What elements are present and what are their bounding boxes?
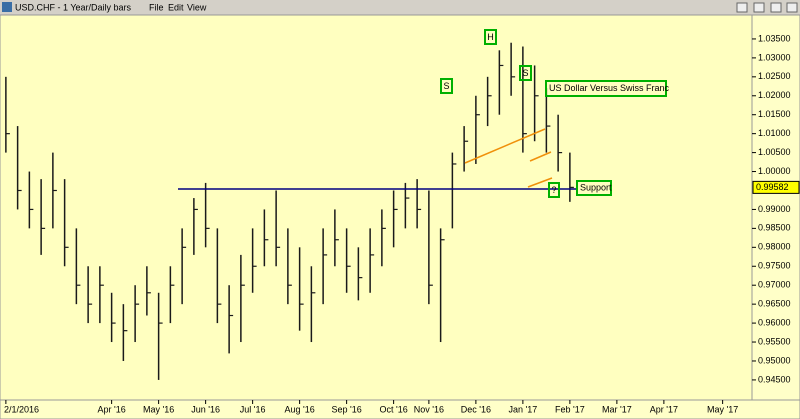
maximize-button[interactable] <box>770 2 782 13</box>
close-button[interactable] <box>786 2 798 13</box>
y-tick-label: 0.98000 <box>758 242 791 252</box>
time-axis <box>0 399 800 419</box>
y-tick-label: 0.94500 <box>758 374 791 384</box>
plot-area <box>0 14 753 401</box>
y-tick-label: 0.96500 <box>758 299 791 309</box>
price-axis <box>751 14 800 401</box>
window-icon <box>2 2 12 12</box>
y-tick-label: 1.00500 <box>758 147 791 157</box>
y-tick-label: 0.95500 <box>758 336 791 346</box>
annotation-box <box>440 78 453 94</box>
annotation: S <box>443 81 449 91</box>
annotation: US Dollar Versus Swiss Franc <box>549 83 670 93</box>
annotation-box <box>519 65 532 81</box>
y-tick-label: 0.97000 <box>758 280 791 290</box>
x-tick-label: Mar '17 <box>602 404 632 414</box>
y-tick-label: 0.96000 <box>758 317 791 327</box>
x-tick-label: Jun '16 <box>191 404 220 414</box>
settings-button[interactable] <box>736 2 748 13</box>
y-tick-label: 0.98500 <box>758 223 791 233</box>
y-tick-label: 1.01500 <box>758 109 791 119</box>
annotation-box <box>484 29 497 45</box>
y-tick-label: 0.99000 <box>758 204 791 214</box>
annotation: H <box>487 32 494 42</box>
annotation-box <box>576 180 612 196</box>
x-tick-label: Jan '17 <box>509 404 538 414</box>
menu-item[interactable]: Edit <box>168 2 184 12</box>
y-tick-label: 1.03000 <box>758 52 791 62</box>
annotation: S <box>522 68 528 78</box>
x-tick-label: May '17 <box>707 404 738 414</box>
x-tick-label: Dec '16 <box>461 404 491 414</box>
annotation-box <box>548 182 560 198</box>
neckline <box>464 128 546 164</box>
annotation: Support <box>580 182 612 192</box>
annotation: ? <box>551 185 556 195</box>
menu-item[interactable]: File <box>149 2 164 12</box>
y-tick-label: 1.03500 <box>758 33 791 43</box>
title-bar <box>0 0 800 15</box>
y-tick-label: 1.02500 <box>758 71 791 81</box>
last-price-box <box>752 180 800 194</box>
x-tick-label: Feb '17 <box>555 404 585 414</box>
y-tick-label: 0.95000 <box>758 355 791 365</box>
x-tick-label: Apr '16 <box>98 404 126 414</box>
x-tick-label: 2/1/2016 <box>4 404 39 414</box>
channel-line <box>529 151 552 162</box>
y-tick-label: 1.00000 <box>758 166 791 176</box>
y-tick-label: 0.97500 <box>758 261 791 271</box>
x-tick-label: Aug '16 <box>285 404 315 414</box>
y-tick-label: 1.01000 <box>758 128 791 138</box>
x-tick-label: May '16 <box>143 404 174 414</box>
annotation-box <box>545 80 667 97</box>
x-tick-label: Sep '16 <box>332 404 362 414</box>
x-tick-label: Nov '16 <box>414 404 444 414</box>
menu-item[interactable]: View <box>187 2 207 12</box>
x-tick-label: Oct '16 <box>380 404 408 414</box>
window-title: USD.CHF - 1 Year/Daily bars <box>15 2 132 12</box>
x-tick-label: Jul '16 <box>240 404 266 414</box>
x-tick-label: Apr '17 <box>650 404 678 414</box>
channel-line <box>527 177 553 188</box>
last-price-label: 0.99582 <box>756 182 789 192</box>
minimize-button[interactable] <box>753 2 765 13</box>
y-tick-label: 1.02000 <box>758 90 791 100</box>
